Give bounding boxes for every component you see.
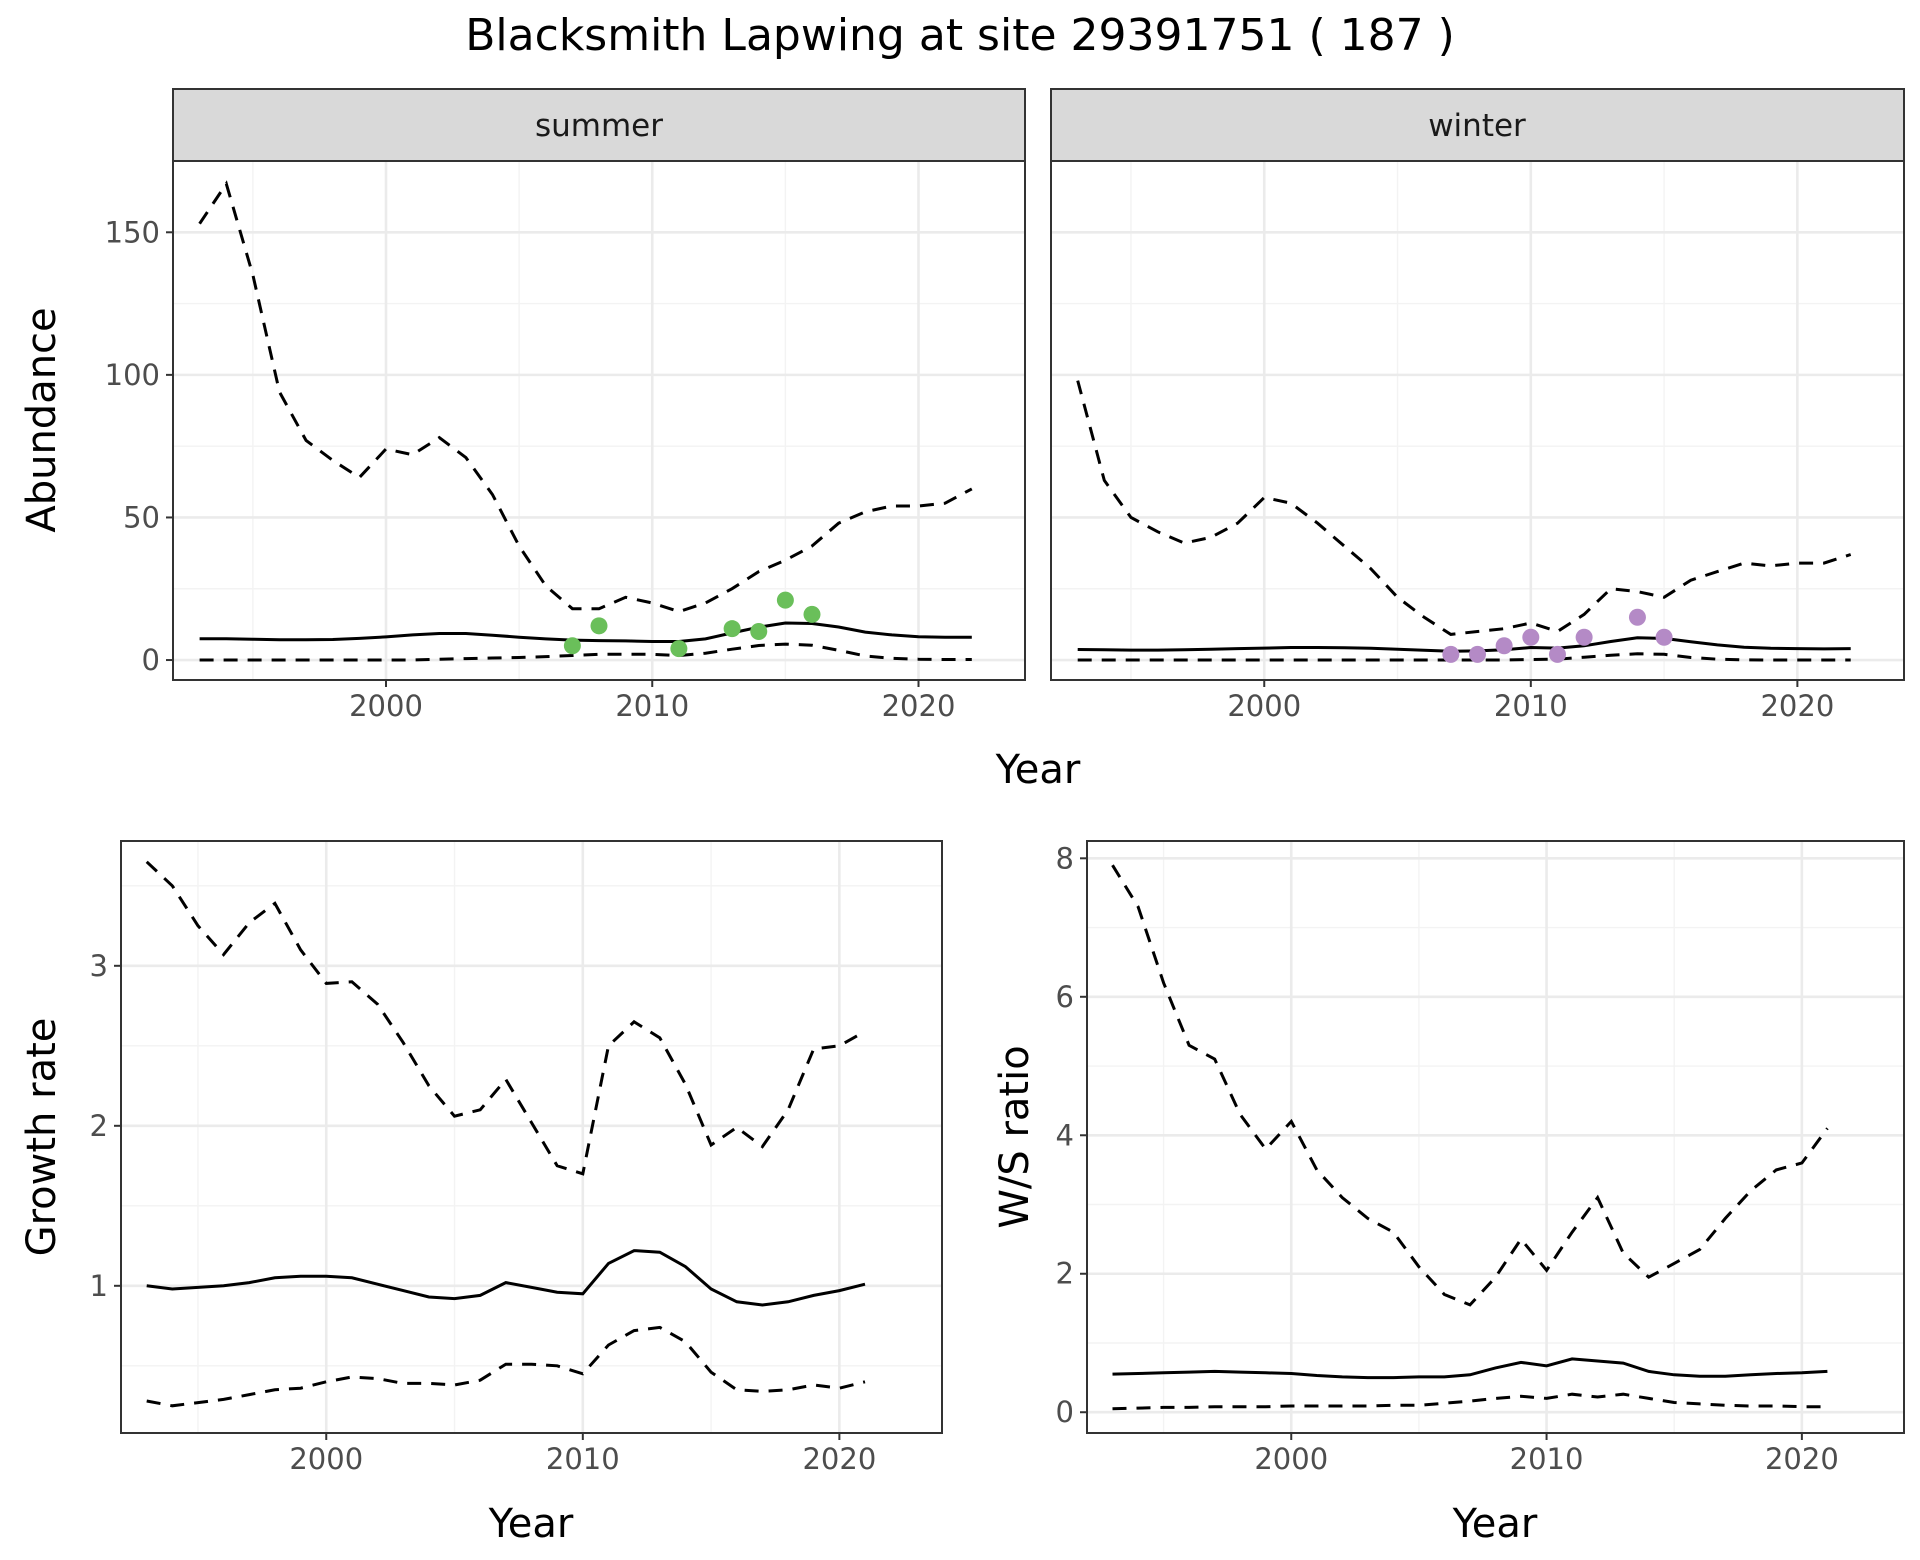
abundance-summer-count-point bbox=[750, 623, 768, 641]
ratio-mean-line bbox=[1112, 1357, 1828, 1380]
panel-border-winter bbox=[1050, 160, 1905, 681]
ratio-chart: 2000 2010 2020 0 2 4 6 8 Year W/S ratio bbox=[992, 840, 1905, 1547]
abundance-summer-count-point bbox=[723, 620, 741, 638]
growth-y-axis: 1 2 3 bbox=[90, 949, 121, 1303]
abundance-summer-y-tick-label: 0 bbox=[142, 643, 160, 677]
abundance-summer-upper-line bbox=[198, 180, 973, 614]
growth-y-tick-label: 3 bbox=[90, 949, 108, 983]
abundance-winter-count-point bbox=[1495, 637, 1513, 655]
abundance-x-label: Year bbox=[995, 747, 1081, 793]
abundance-summer-count-point bbox=[803, 605, 821, 623]
growth-upper-line bbox=[145, 860, 866, 1176]
abundance-summer-x-tick-label: 2020 bbox=[882, 689, 956, 723]
abundance-summer-count-point bbox=[590, 617, 608, 635]
abundance-summer-x-axis: 2000 2010 2020 bbox=[349, 680, 955, 723]
abundance-panel-summer: summer 2000 2010 2020 bbox=[172, 88, 1026, 723]
growth-mean-line bbox=[146, 1249, 866, 1307]
growth-x-tick-label: 2000 bbox=[289, 1442, 363, 1476]
ratio-panel-border bbox=[1086, 840, 1905, 1434]
growth-x-label: Year bbox=[488, 1501, 574, 1547]
strip-label-summer: summer bbox=[535, 108, 663, 144]
abundance-winter-x-tick-label: 2010 bbox=[1494, 689, 1568, 723]
strip-label-winter: winter bbox=[1428, 108, 1526, 144]
abundance-summer-count-point bbox=[670, 640, 688, 658]
growth-chart: 2000 2010 2020 1 2 3 Year Growth rate bbox=[19, 840, 943, 1547]
ratio-series bbox=[1111, 864, 1829, 1411]
growth-lower-line bbox=[146, 1325, 866, 1408]
ratio-grid bbox=[1087, 841, 1904, 1433]
abundance-winter-count-point bbox=[1628, 608, 1646, 626]
abundance-winter-count-point bbox=[1442, 645, 1460, 663]
ratio-y-label: W/S ratio bbox=[992, 1045, 1038, 1228]
growth-y-tick-label: 1 bbox=[90, 1269, 108, 1303]
growth-x-tick-label: 2010 bbox=[546, 1442, 620, 1476]
abundance-chart: summer 2000 2010 2020 winter 2000 2010 2020 … bbox=[19, 88, 1905, 793]
abundance-summer-count-point bbox=[776, 591, 794, 609]
growth-x-axis: 2000 2010 2020 bbox=[289, 1433, 876, 1476]
strip-winter bbox=[1050, 88, 1905, 162]
abundance-summer-y-tick-label: 50 bbox=[123, 500, 160, 534]
ratio-x-tick-label: 2000 bbox=[1254, 1442, 1328, 1476]
growth-x-tick-label: 2020 bbox=[802, 1442, 876, 1476]
abundance-summer-x-tick-label: 2010 bbox=[615, 689, 689, 723]
ratio-y-axis: 0 2 4 6 8 bbox=[1056, 841, 1087, 1429]
abundance-winter-x-axis: 2000 2010 2020 bbox=[1227, 680, 1834, 723]
abundance-winter-mean-line bbox=[1077, 636, 1851, 653]
abundance-winter-lower-line bbox=[1077, 652, 1851, 662]
ratio-x-tick-label: 2010 bbox=[1510, 1442, 1584, 1476]
abundance-summer-y-tick-label: 150 bbox=[105, 215, 160, 249]
figure-title: Blacksmith Lapwing at site 29391751 ( 18… bbox=[465, 10, 1454, 61]
ratio-y-tick-label: 0 bbox=[1056, 1395, 1074, 1429]
abundance-winter-count-point bbox=[1655, 628, 1673, 646]
abundance-winter-series bbox=[1076, 380, 1852, 663]
abundance-summer-mean-line bbox=[199, 621, 972, 643]
abundance-y-label: Abundance bbox=[19, 307, 65, 532]
abundance-summer-y-tick-label: 100 bbox=[105, 358, 160, 392]
abundance-winter-x-tick-label: 2000 bbox=[1227, 689, 1301, 723]
ratio-x-tick-label: 2020 bbox=[1765, 1442, 1839, 1476]
ratio-x-label: Year bbox=[1452, 1501, 1538, 1547]
abundance-winter-count-point bbox=[1469, 645, 1486, 663]
panel-border-summer bbox=[172, 160, 1026, 681]
growth-panel-border bbox=[120, 840, 943, 1434]
growth-y-tick-label: 2 bbox=[90, 1109, 108, 1143]
abundance-winter-count-point bbox=[1522, 628, 1540, 646]
abundance-summer-series bbox=[198, 180, 973, 662]
abundance-summer-count-point bbox=[563, 637, 581, 655]
abundance-winter-x-tick-label: 2020 bbox=[1760, 689, 1834, 723]
abundance-summer-x-tick-label: 2000 bbox=[349, 689, 423, 723]
growth-series bbox=[145, 860, 866, 1408]
ratio-x-axis: 2000 2010 2020 bbox=[1254, 1433, 1839, 1476]
ratio-y-tick-label: 4 bbox=[1056, 1118, 1074, 1152]
abundance-winter-count-point bbox=[1575, 628, 1593, 646]
abundance-summer-lower-line bbox=[199, 642, 972, 662]
ratio-y-tick-label: 2 bbox=[1056, 1257, 1074, 1291]
ratio-y-tick-label: 6 bbox=[1056, 980, 1074, 1014]
abundance-winter-count-point bbox=[1548, 645, 1566, 663]
ratio-upper-line bbox=[1111, 864, 1829, 1307]
growth-y-label: Growth rate bbox=[19, 1018, 65, 1257]
ratio-y-tick-label: 8 bbox=[1056, 841, 1074, 875]
strip-summer bbox=[172, 88, 1026, 162]
abundance-y-axis: 0 50 100 150 bbox=[105, 215, 173, 677]
growth-grid bbox=[121, 841, 942, 1433]
abundance-panel-winter: winter 2000 2010 2020 bbox=[1050, 88, 1905, 723]
